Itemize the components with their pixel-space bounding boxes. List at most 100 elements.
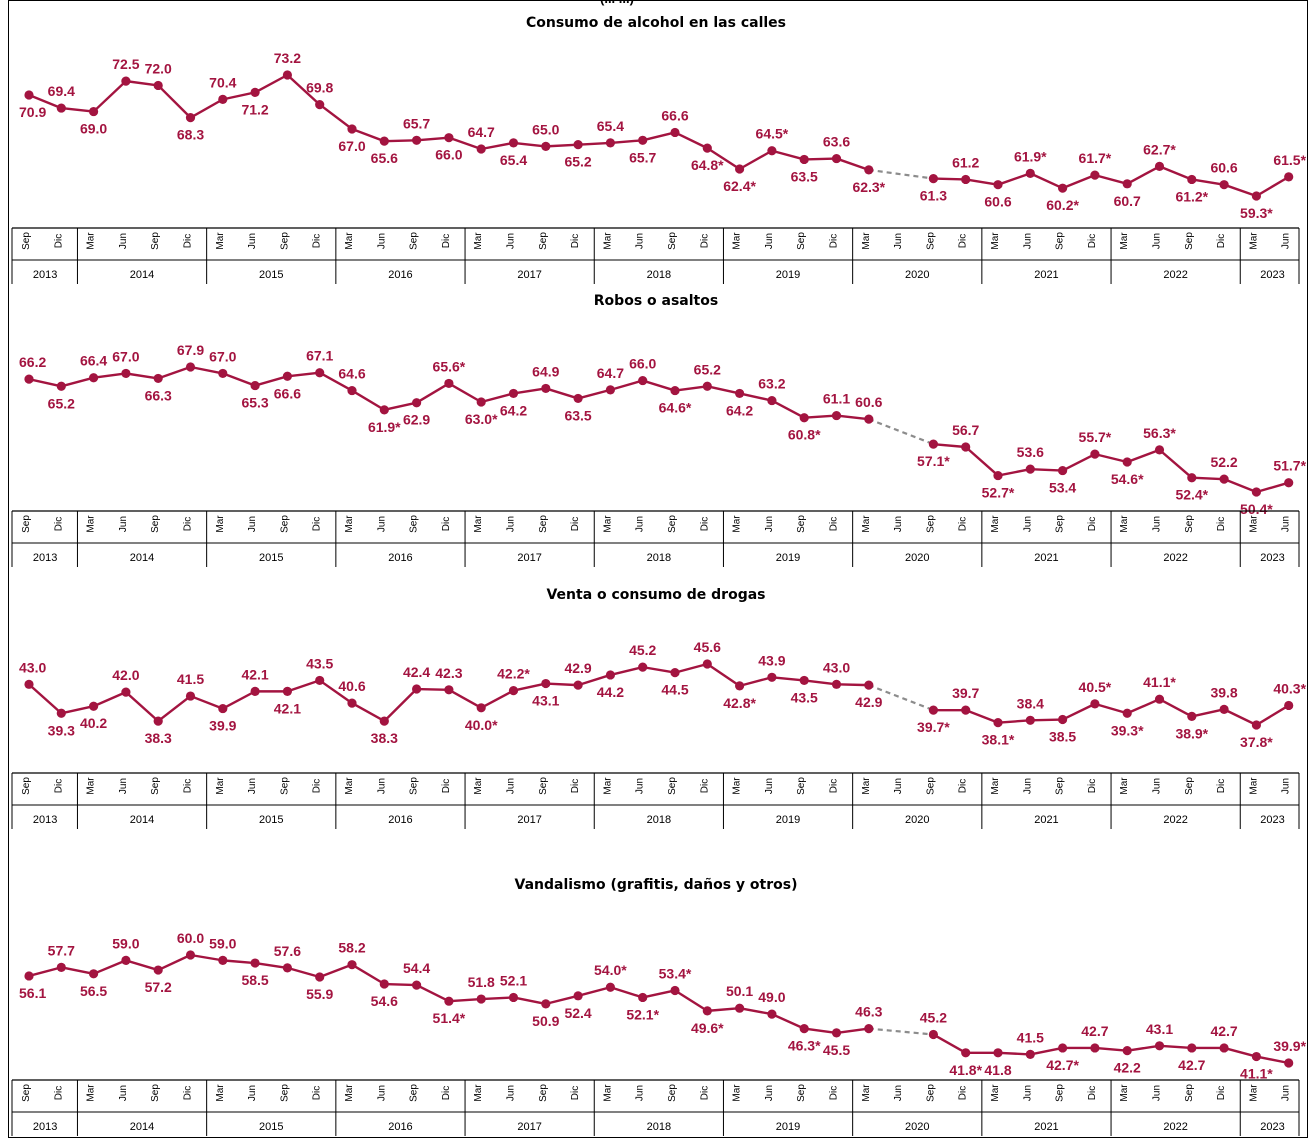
month-tick-label: Sep — [538, 232, 549, 250]
data-label: 66.4 — [80, 353, 107, 369]
month-tick-label: Mar — [215, 515, 226, 533]
data-point — [282, 963, 292, 973]
data-label: 67.9 — [177, 342, 204, 358]
data-label: 61.9* — [1014, 148, 1047, 164]
month-tick-label: Jun — [1152, 778, 1163, 794]
month-tick-label: Sep — [1055, 1084, 1066, 1102]
data-point — [573, 680, 583, 690]
data-label: 42.3 — [435, 665, 462, 681]
data-label: 39.7* — [917, 719, 950, 735]
month-tick-label: Jun — [506, 233, 517, 249]
year-tick-label: 2014 — [130, 552, 154, 564]
data-point — [735, 1003, 745, 1013]
month-tick-label: Dic — [312, 1086, 323, 1100]
month-tick-label: Sep — [667, 777, 678, 795]
month-tick-label: Sep — [925, 232, 936, 250]
data-label: 67.0 — [338, 138, 365, 154]
chart-title: Vandalismo (grafitis, daños y otros) — [515, 877, 798, 893]
data-point — [56, 962, 66, 972]
data-label: 72.5 — [112, 56, 139, 72]
month-tick-label: Sep — [1184, 515, 1195, 533]
year-tick-label: 2021 — [1034, 1121, 1058, 1133]
data-point — [735, 388, 745, 399]
month-tick-label: Sep — [925, 777, 936, 795]
month-tick-label: Jun — [893, 1085, 904, 1101]
data-label: 42.1 — [241, 666, 268, 682]
month-tick-label: Sep — [1184, 1084, 1195, 1102]
month-tick-label: Sep — [1184, 232, 1195, 250]
data-label: 39.8 — [1210, 684, 1237, 700]
data-label: 42.0 — [112, 667, 139, 683]
data-label: 46.3 — [855, 1004, 882, 1020]
month-tick-label: Jun — [635, 516, 646, 532]
month-tick-label: Sep — [21, 232, 32, 250]
data-point — [1122, 457, 1132, 467]
data-label: 60.8* — [788, 427, 821, 443]
data-label: 61.2 — [952, 154, 979, 170]
month-tick-label: Dic — [1216, 779, 1227, 793]
data-label: 59.0 — [112, 935, 139, 951]
month-tick-label: Mar — [1248, 232, 1259, 250]
year-tick-label: 2023 — [1260, 1121, 1284, 1133]
data-point — [1025, 168, 1035, 178]
gap-dashed-line — [868, 1027, 934, 1036]
data-point — [1025, 1049, 1035, 1060]
data-label: 55.9 — [306, 986, 333, 1002]
year-tick-label: 2016 — [388, 552, 412, 564]
data-point — [799, 675, 809, 686]
year-tick-label: 2015 — [259, 1121, 283, 1133]
month-tick-label: Dic — [570, 779, 581, 793]
year-tick-label: 2016 — [388, 814, 412, 826]
year-tick-label: 2019 — [776, 814, 800, 826]
month-tick-label: Mar — [1248, 515, 1259, 533]
data-label: 50.9 — [532, 1013, 559, 1029]
month-tick-label: Jun — [1022, 233, 1033, 249]
data-label: 41.5 — [1017, 1029, 1044, 1045]
month-tick-label: Jun — [1281, 1085, 1292, 1101]
month-tick-label: Dic — [699, 517, 710, 531]
month-tick-label: Dic — [53, 779, 64, 793]
data-label: 38.9* — [1175, 725, 1208, 741]
month-tick-label: Jun — [1022, 1085, 1033, 1101]
data-label: 43.1 — [1146, 1021, 1173, 1037]
month-tick-label: Sep — [796, 777, 807, 795]
data-label: 62.4* — [723, 178, 756, 194]
data-point — [831, 410, 842, 421]
data-point — [412, 135, 422, 145]
data-label: 43.1 — [532, 693, 559, 709]
data-point — [24, 374, 34, 384]
data-point — [1090, 1043, 1100, 1053]
data-label: 56.1 — [19, 985, 46, 1001]
year-tick-label: 2022 — [1163, 269, 1187, 281]
data-point — [444, 996, 454, 1006]
month-tick-label: Mar — [86, 777, 97, 795]
month-tick-label: Dic — [958, 779, 969, 793]
data-point — [315, 675, 325, 686]
month-tick-label: Sep — [796, 232, 807, 250]
data-point — [1284, 1058, 1294, 1068]
year-tick-label: 2020 — [905, 814, 929, 826]
month-tick-label: Dic — [699, 779, 710, 793]
data-label: 55.7* — [1079, 429, 1112, 445]
month-tick-label: Sep — [21, 777, 32, 795]
data-point — [638, 662, 648, 672]
month-tick-label: Sep — [21, 515, 32, 533]
year-tick-label: 2013 — [33, 269, 57, 281]
data-point — [24, 90, 34, 100]
data-point — [153, 965, 163, 975]
month-tick-label: Dic — [1216, 234, 1227, 248]
data-point — [638, 992, 648, 1003]
year-tick-label: 2020 — [905, 269, 929, 281]
month-tick-label: Dic — [53, 517, 64, 531]
data-point — [993, 718, 1003, 728]
month-tick-label: Mar — [344, 232, 355, 250]
month-tick-label: Jun — [764, 778, 775, 794]
month-tick-label: Jun — [506, 778, 517, 794]
data-point — [928, 173, 939, 184]
data-point — [864, 165, 874, 175]
data-point — [218, 94, 228, 104]
data-label: 63.2 — [758, 376, 785, 392]
month-tick-label: Mar — [990, 777, 1001, 795]
data-point — [444, 133, 454, 143]
